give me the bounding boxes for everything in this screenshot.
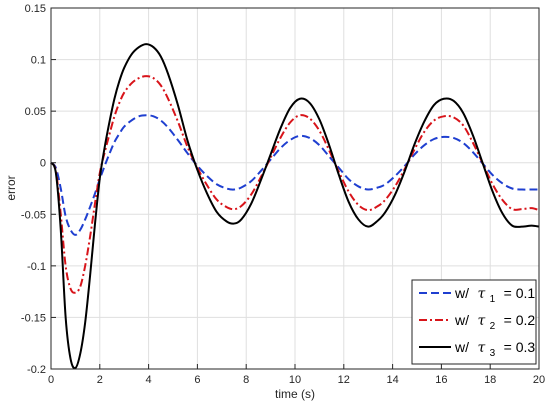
legend-item-series-1: w/ τ 1 = 0.1 <box>419 285 535 306</box>
x-tick-label: 14 <box>386 374 398 386</box>
legend-label-series-2: w/ τ 2 = 0.2 <box>454 312 535 333</box>
x-tick-label: 6 <box>194 374 200 386</box>
y-tick-label: -0.2 <box>27 364 46 376</box>
x-tick-label: 20 <box>533 374 545 386</box>
x-axis-label: time (s) <box>275 387 315 401</box>
series-line-3 <box>50 43 540 370</box>
legend: w/ τ 1 = 0.1 w/ τ 2 = 0.2 w/ τ 3 = 0.3 <box>411 279 537 365</box>
y-tick-label: -0.1 <box>27 261 46 273</box>
y-axis-label: error <box>4 175 18 200</box>
y-tick-label: -0.15 <box>21 312 46 324</box>
y-tick-label: 0.1 <box>31 55 46 67</box>
y-tick-labels: -0.2 -0.15 -0.1 -0.05 0 0.05 0.1 0.15 <box>21 3 46 376</box>
series-layer <box>50 43 540 370</box>
x-tick-label: 18 <box>484 374 496 386</box>
legend-item-series-3: w/ τ 3 = 0.3 <box>419 339 535 360</box>
legend-label-series-3: w/ τ 3 = 0.3 <box>454 339 535 360</box>
x-tick-labels: 0 2 4 6 8 10 12 14 16 18 20 <box>48 374 545 386</box>
legend-item-series-2: w/ τ 2 = 0.2 <box>419 312 535 333</box>
x-tick-label: 4 <box>146 374 152 386</box>
x-tick-label: 2 <box>97 374 103 386</box>
x-tick-label: 16 <box>435 374 447 386</box>
legend-label-series-1: w/ τ 1 = 0.1 <box>454 285 535 306</box>
x-tick-label: 10 <box>289 374 301 386</box>
x-tick-label: 12 <box>338 374 350 386</box>
x-tick-label: 8 <box>243 374 249 386</box>
y-tick-label: 0.05 <box>25 106 46 118</box>
axis-ticks <box>50 7 540 370</box>
y-tick-label: 0.15 <box>25 3 46 15</box>
y-tick-label: -0.05 <box>21 209 46 221</box>
y-tick-label: 0 <box>40 158 46 170</box>
x-tick-label: 0 <box>48 374 54 386</box>
